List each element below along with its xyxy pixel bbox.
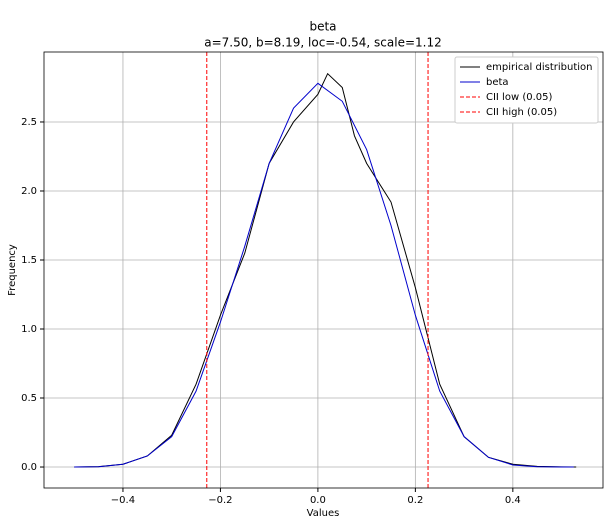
chart-title: beta	[309, 20, 336, 34]
line	[74, 72, 577, 468]
y-tick-label: 1.0	[21, 324, 37, 335]
x-tick-label: 0.4	[505, 495, 521, 506]
legend-label: beta	[486, 77, 509, 88]
x-axis-label: Values	[307, 508, 340, 519]
legend-box	[454, 56, 599, 124]
y-tick-label: 2.5	[21, 117, 37, 128]
y-tick-label: 2.0	[21, 186, 37, 197]
y-tick-label: 0.5	[21, 393, 37, 404]
legend-label: CII high (0.05)	[486, 107, 557, 118]
axes-frame	[43, 51, 604, 489]
y-tick-label: 0.0	[21, 462, 37, 473]
y-tick-label: 1.5	[21, 255, 37, 266]
legend-label: CII low (0.05)	[486, 92, 552, 103]
x-tick-label: −0.4	[111, 495, 135, 506]
y-axis-label: Frequency	[7, 244, 18, 296]
x-tick-label: 0.2	[407, 495, 423, 506]
x-tick-label: −0.2	[208, 495, 232, 506]
chart-subtitle: a=7.50, b=8.19, loc=-0.54, scale=1.12	[204, 36, 441, 50]
x-tick-label: 0.0	[310, 495, 326, 506]
line	[74, 82, 574, 468]
legend-label: empirical distribution	[486, 62, 592, 73]
